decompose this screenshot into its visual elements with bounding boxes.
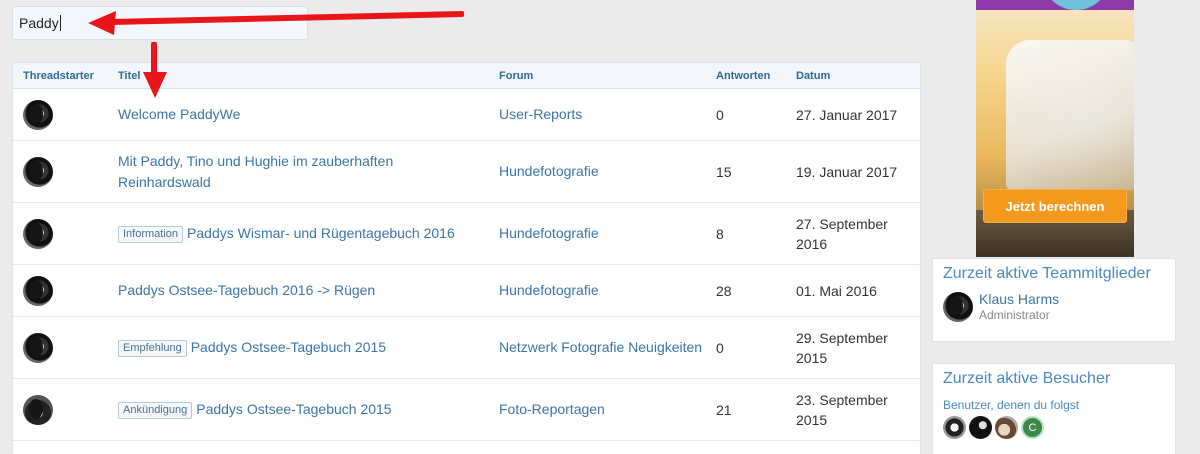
avatar-letter[interactable]: C xyxy=(1021,416,1044,439)
followed-users-avatars: C xyxy=(933,412,1175,439)
active-team-widget: Zurzeit aktive Teammitglieder Klaus Harm… xyxy=(932,258,1176,342)
ad-cta-button[interactable]: Jetzt berechnen xyxy=(983,189,1127,223)
forum-link[interactable]: User-Reports xyxy=(499,106,583,122)
thread-date: 23. September 2015 xyxy=(796,391,888,428)
advertisement-banner[interactable]: Jetzt berechnen xyxy=(976,0,1134,257)
avatar[interactable] xyxy=(23,99,53,130)
header-title[interactable]: Titel xyxy=(118,69,141,82)
avatar[interactable] xyxy=(23,275,53,306)
replies-count: 8 xyxy=(716,225,724,242)
thread-date: 27. September 2016 xyxy=(796,215,888,252)
prefix-badge[interactable]: Empfehlung xyxy=(118,340,187,357)
avatar[interactable] xyxy=(943,416,966,439)
thread-title-link[interactable]: Paddys Ostsee-Tagebuch 2016 -> Rügen xyxy=(118,282,376,298)
avatar[interactable] xyxy=(995,416,1018,439)
prefix-badge[interactable]: Information xyxy=(118,226,184,243)
forum-link[interactable]: Hundefotografie xyxy=(499,282,599,298)
table-row: Mit Paddy, Tino und Hughie im zauberhaft… xyxy=(13,141,920,203)
replies-count: 0 xyxy=(716,339,724,356)
table-row: Welcome PaddyWe User-Reports 0 27. Janua… xyxy=(13,89,920,141)
prefix-badge[interactable]: Ankündigung xyxy=(118,402,193,419)
search-results-table: Threadstarter Titel Forum Antworten Datu… xyxy=(12,62,921,454)
table-header: Threadstarter Titel Forum Antworten Datu… xyxy=(13,63,920,89)
replies-count: 15 xyxy=(716,163,732,180)
search-value: Paddy xyxy=(19,15,59,31)
table-row: Paddys Ostsee-Tagebuch 2016 -> Rügen Hun… xyxy=(13,265,920,317)
forum-link[interactable]: Hundefotografie xyxy=(499,225,599,241)
avatar[interactable] xyxy=(23,218,53,249)
forum-link[interactable]: Hundefotografie xyxy=(499,163,599,179)
header-date[interactable]: Datum xyxy=(796,69,831,82)
team-member: Klaus Harms Administrator xyxy=(933,283,1175,323)
forum-link[interactable]: Netzwerk Fotografie Neuigkeiten xyxy=(499,339,703,355)
replies-count: 0 xyxy=(716,106,724,123)
left-arrow-icon xyxy=(88,11,464,35)
member-role: Administrator xyxy=(979,308,1050,322)
table-row: Ankündigung Paddys Ostsee-Tagebuch 2015 F… xyxy=(13,379,920,441)
replies-count: 28 xyxy=(716,282,732,299)
followed-users-label: Benutzer, denen du folgst xyxy=(943,398,1080,412)
ad-circle-shape xyxy=(1046,0,1106,10)
down-arrow-icon xyxy=(143,42,167,98)
active-visitors-widget: Zurzeit aktive Besucher Benutzer, denen … xyxy=(932,363,1176,454)
text-caret xyxy=(59,15,61,31)
thread-date: 29. September 2015 xyxy=(796,329,888,366)
thread-title-link[interactable]: Paddys Wismar- und Rügentagebuch 2016 xyxy=(187,225,455,241)
replies-count: 21 xyxy=(716,401,732,418)
thread-title-link[interactable]: Paddys Ostsee-Tagebuch 2015 xyxy=(196,401,392,417)
ad-van-image xyxy=(1006,40,1134,190)
thread-date: 19. Januar 2017 xyxy=(796,163,898,180)
forum-link[interactable]: Foto-Reportagen xyxy=(499,401,605,417)
header-forum[interactable]: Forum xyxy=(499,69,534,82)
header-threadstarter[interactable]: Threadstarter xyxy=(23,69,94,82)
avatar[interactable] xyxy=(23,332,53,363)
header-replies[interactable]: Antworten xyxy=(716,69,771,82)
thread-title-link[interactable]: Mit Paddy, Tino und Hughie im zauberhaft… xyxy=(118,152,394,190)
member-name-link[interactable]: Klaus Harms xyxy=(979,291,1060,307)
thread-date: 27. Januar 2017 xyxy=(796,106,898,123)
avatar[interactable] xyxy=(23,394,53,425)
visitors-widget-title[interactable]: Zurzeit aktive Besucher xyxy=(943,370,1111,387)
thread-title-link[interactable]: Welcome PaddyWe xyxy=(118,106,241,122)
avatar[interactable] xyxy=(969,416,992,439)
thread-title-link[interactable]: Paddys Ostsee-Tagebuch 2015 xyxy=(190,339,387,355)
avatar[interactable] xyxy=(943,292,973,322)
avatar[interactable] xyxy=(23,156,53,187)
team-widget-title[interactable]: Zurzeit aktive Teammitglieder xyxy=(943,265,1151,282)
ad-top-stripe xyxy=(976,0,1134,10)
search-input[interactable]: Paddy xyxy=(12,6,308,40)
table-row: Empfehlung Paddys Ostsee-Tagebuch 2015 Ne… xyxy=(13,317,920,379)
table-row: Information Paddys Wismar- und Rügentageb… xyxy=(13,203,920,265)
thread-date: 01. Mai 2016 xyxy=(796,282,877,299)
